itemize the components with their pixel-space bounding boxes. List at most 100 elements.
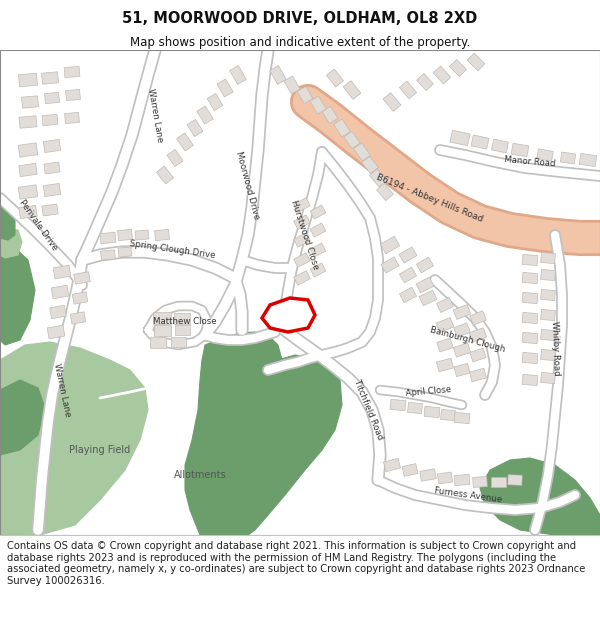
Polygon shape bbox=[207, 94, 223, 111]
Polygon shape bbox=[74, 272, 90, 284]
Polygon shape bbox=[53, 265, 71, 279]
Polygon shape bbox=[450, 130, 470, 146]
Text: Bainburgh Clough: Bainburgh Clough bbox=[430, 326, 506, 354]
Polygon shape bbox=[22, 96, 38, 108]
Polygon shape bbox=[541, 289, 556, 301]
Polygon shape bbox=[381, 257, 399, 273]
Polygon shape bbox=[454, 323, 470, 337]
Text: Map shows position and indicative extent of the property.: Map shows position and indicative extent… bbox=[130, 36, 470, 49]
Polygon shape bbox=[541, 269, 556, 281]
Polygon shape bbox=[310, 263, 326, 277]
Polygon shape bbox=[150, 336, 166, 348]
Polygon shape bbox=[469, 368, 487, 382]
Polygon shape bbox=[167, 149, 183, 167]
Polygon shape bbox=[416, 74, 433, 91]
Polygon shape bbox=[187, 119, 203, 137]
Polygon shape bbox=[43, 139, 61, 152]
Text: 51, MOORWOOD DRIVE, OLDHAM, OL8 2XD: 51, MOORWOOD DRIVE, OLDHAM, OL8 2XD bbox=[122, 11, 478, 26]
Polygon shape bbox=[467, 53, 485, 71]
Polygon shape bbox=[100, 232, 116, 244]
Polygon shape bbox=[453, 304, 471, 319]
Polygon shape bbox=[19, 206, 37, 219]
Polygon shape bbox=[44, 162, 60, 174]
Polygon shape bbox=[310, 96, 326, 114]
Polygon shape bbox=[454, 474, 470, 486]
Polygon shape bbox=[522, 374, 538, 386]
Polygon shape bbox=[436, 358, 454, 372]
Polygon shape bbox=[353, 143, 370, 161]
Polygon shape bbox=[310, 243, 326, 257]
Text: April Close: April Close bbox=[405, 386, 451, 399]
Polygon shape bbox=[420, 469, 436, 481]
Polygon shape bbox=[269, 66, 286, 84]
Polygon shape bbox=[65, 112, 79, 124]
Polygon shape bbox=[362, 156, 378, 174]
Polygon shape bbox=[416, 257, 434, 273]
Polygon shape bbox=[449, 59, 466, 76]
Polygon shape bbox=[51, 285, 69, 299]
Polygon shape bbox=[436, 318, 454, 332]
Polygon shape bbox=[491, 139, 508, 153]
Polygon shape bbox=[18, 142, 38, 158]
Polygon shape bbox=[402, 464, 418, 476]
Polygon shape bbox=[19, 163, 37, 177]
Polygon shape bbox=[0, 228, 22, 258]
Polygon shape bbox=[118, 247, 132, 257]
Text: Matthew Close: Matthew Close bbox=[153, 318, 217, 326]
Polygon shape bbox=[297, 86, 313, 104]
Polygon shape bbox=[469, 328, 487, 342]
Polygon shape bbox=[176, 133, 193, 151]
Polygon shape bbox=[390, 399, 406, 411]
Polygon shape bbox=[154, 324, 170, 336]
Polygon shape bbox=[294, 215, 310, 229]
Polygon shape bbox=[284, 76, 300, 94]
Polygon shape bbox=[437, 298, 454, 312]
Polygon shape bbox=[262, 298, 315, 332]
Text: Titchfield Road: Titchfield Road bbox=[352, 379, 384, 441]
Polygon shape bbox=[433, 66, 451, 84]
Polygon shape bbox=[437, 338, 453, 352]
Polygon shape bbox=[294, 232, 310, 248]
Polygon shape bbox=[560, 152, 575, 164]
Polygon shape bbox=[522, 332, 538, 344]
Polygon shape bbox=[322, 106, 338, 124]
Polygon shape bbox=[334, 119, 350, 137]
Polygon shape bbox=[470, 311, 487, 325]
Polygon shape bbox=[473, 477, 487, 488]
Polygon shape bbox=[491, 477, 505, 487]
Text: Contains OS data © Crown copyright and database right 2021. This information is : Contains OS data © Crown copyright and d… bbox=[7, 541, 586, 586]
Text: Whitby Road: Whitby Road bbox=[550, 321, 560, 376]
Polygon shape bbox=[383, 92, 401, 111]
Polygon shape bbox=[407, 402, 422, 414]
Text: Warren Lane: Warren Lane bbox=[146, 88, 164, 142]
Polygon shape bbox=[522, 292, 538, 304]
Polygon shape bbox=[217, 79, 233, 97]
Polygon shape bbox=[42, 114, 58, 126]
Text: Allotments: Allotments bbox=[173, 470, 226, 480]
Polygon shape bbox=[343, 81, 361, 99]
Polygon shape bbox=[419, 290, 437, 306]
Polygon shape bbox=[454, 343, 470, 357]
Polygon shape bbox=[380, 236, 400, 254]
Polygon shape bbox=[522, 352, 538, 364]
Polygon shape bbox=[153, 312, 171, 324]
Polygon shape bbox=[18, 185, 38, 199]
Polygon shape bbox=[197, 106, 213, 124]
Polygon shape bbox=[294, 198, 310, 212]
Text: Spring Clough Drive: Spring Clough Drive bbox=[128, 239, 215, 261]
Text: Moorwood Drive: Moorwood Drive bbox=[235, 150, 262, 220]
Polygon shape bbox=[0, 245, 35, 345]
Polygon shape bbox=[157, 166, 173, 184]
Polygon shape bbox=[416, 277, 434, 293]
Polygon shape bbox=[155, 229, 169, 241]
Polygon shape bbox=[400, 288, 416, 302]
Polygon shape bbox=[65, 89, 80, 101]
Polygon shape bbox=[541, 309, 556, 321]
Polygon shape bbox=[454, 363, 470, 377]
Polygon shape bbox=[541, 372, 556, 384]
Polygon shape bbox=[294, 271, 310, 285]
Polygon shape bbox=[511, 143, 529, 157]
Polygon shape bbox=[541, 329, 556, 341]
Polygon shape bbox=[580, 154, 596, 166]
Polygon shape bbox=[0, 380, 45, 455]
